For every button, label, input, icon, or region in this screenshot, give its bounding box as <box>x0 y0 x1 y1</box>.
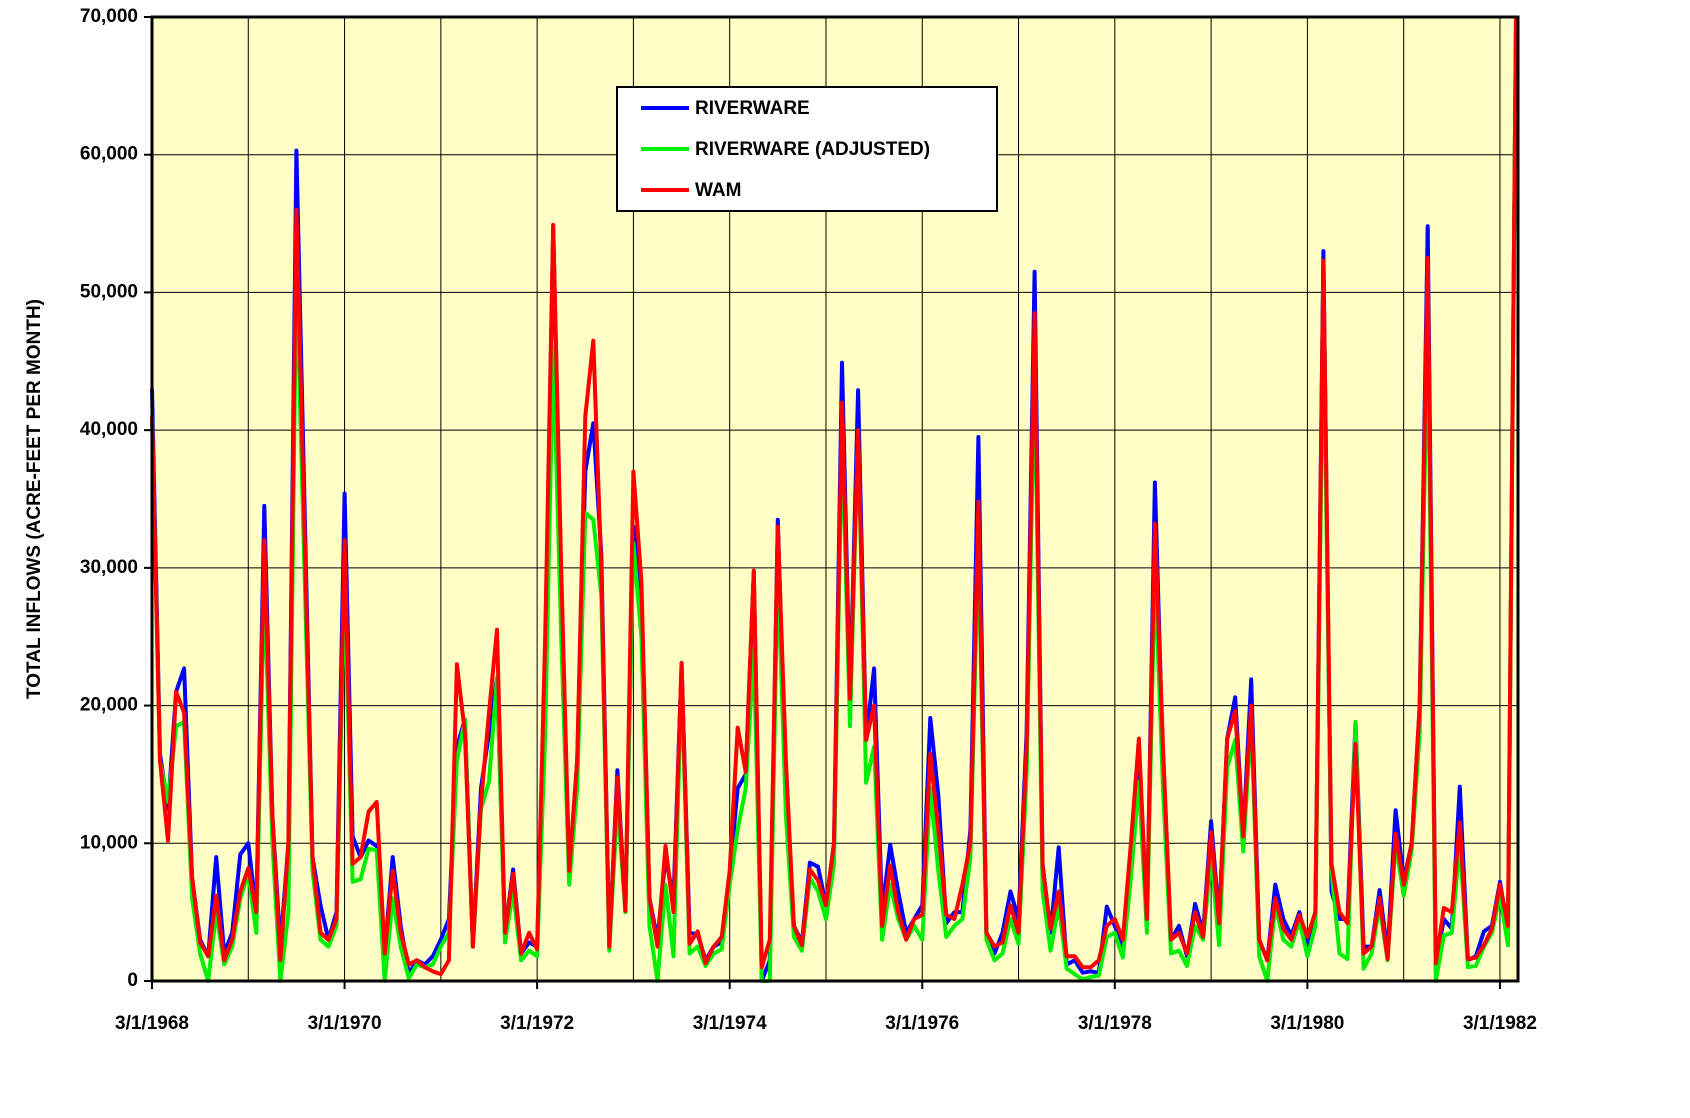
x-tick-label: 3/1/1974 <box>693 1013 767 1034</box>
y-tick-label: 30,000 <box>80 557 138 578</box>
series-line <box>150 16 1518 977</box>
y-axis-label: TOTAL INFLOWS (ACRE-FEET PER MONTH) <box>24 299 45 699</box>
y-tick-label: 10,000 <box>80 832 138 853</box>
y-tick-label: 20,000 <box>80 695 138 716</box>
x-tick-label: 3/1/1968 <box>115 1013 189 1034</box>
x-tick-label: 3/1/1970 <box>308 1013 382 1034</box>
legend-label: RIVERWARE <box>695 98 810 119</box>
y-tick-label: 40,000 <box>80 419 138 440</box>
legend-label: WAM <box>695 180 741 201</box>
y-tick-label: 70,000 <box>80 6 138 27</box>
plot-frame <box>150 15 1520 983</box>
y-tick-label: 0 <box>127 970 138 991</box>
x-tick-label: 3/1/1980 <box>1270 1013 1344 1034</box>
x-tick-label: 3/1/1976 <box>885 1013 959 1034</box>
x-tick-label: 3/1/1982 <box>1463 1013 1537 1034</box>
legend-label: RIVERWARE (ADJUSTED) <box>695 139 930 160</box>
x-tick-label: 3/1/1972 <box>500 1013 574 1034</box>
x-tick-label: 3/1/1978 <box>1078 1013 1152 1034</box>
series-line <box>150 16 1518 983</box>
y-tick-label: 60,000 <box>80 144 138 165</box>
y-tick-label: 50,000 <box>80 281 138 302</box>
